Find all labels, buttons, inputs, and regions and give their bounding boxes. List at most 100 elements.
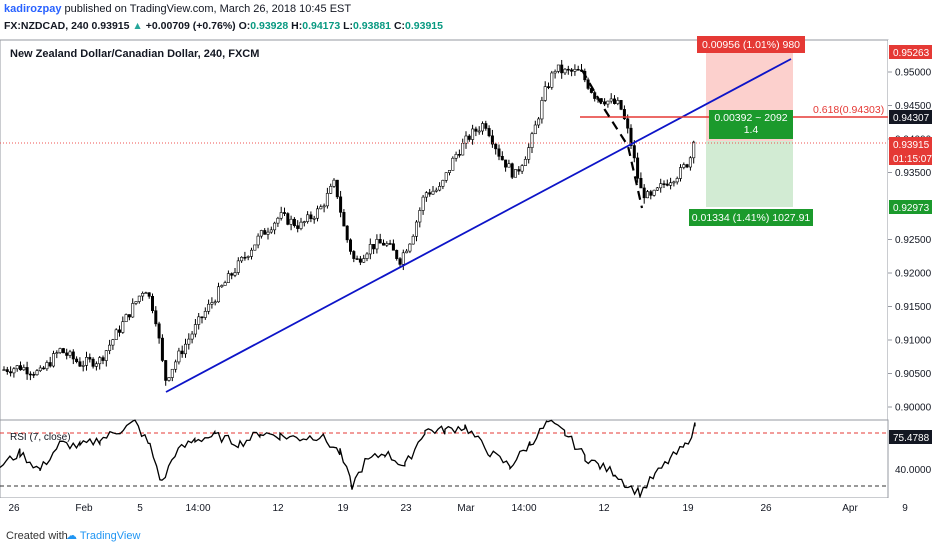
price-chart[interactable]: New Zealand Dollar/Canadian Dollar, 240,…	[0, 0, 932, 524]
candle-body	[230, 273, 234, 276]
candle-body	[302, 221, 306, 223]
candle-body	[490, 135, 494, 145]
candle-body	[411, 235, 415, 245]
candle-body	[137, 295, 141, 302]
candle-body	[322, 205, 326, 208]
candle-body	[619, 100, 623, 110]
candle-body	[388, 243, 392, 245]
candle-body	[25, 367, 29, 375]
open-label: O:	[238, 20, 251, 32]
candle-body	[573, 69, 577, 72]
time-axis[interactable]: 26 Feb 5 14:00 12 19 23 Mar 14:00 12 19 26 Apr 9	[0, 498, 932, 516]
tradingview-logo-icon[interactable]: ☁ TradingView	[66, 530, 141, 542]
candle-body	[609, 98, 613, 102]
last-price-label: 0.93915	[893, 140, 930, 151]
candle-body	[622, 109, 626, 120]
candle-body	[682, 164, 686, 168]
candle-body	[104, 350, 108, 361]
candle-body	[315, 208, 319, 219]
open-value: 0.93928	[250, 20, 289, 32]
candle-body	[612, 98, 616, 104]
candle-body	[61, 348, 65, 354]
candle-body	[553, 71, 557, 74]
candle-body	[68, 351, 72, 356]
candle-body	[259, 230, 263, 237]
candle-body	[398, 258, 402, 265]
candle-body	[309, 214, 313, 220]
candle-body	[352, 251, 356, 259]
rsi-label: RSI (7, close)	[10, 432, 71, 443]
candle-body	[494, 143, 498, 150]
candle-body	[339, 196, 343, 213]
x-tick-label: 14:00	[185, 503, 210, 514]
candle-body	[332, 179, 336, 187]
candle-body	[636, 157, 640, 179]
candle-body	[603, 101, 607, 105]
candle-body	[243, 256, 247, 259]
candle-body	[286, 213, 290, 225]
candle-body	[38, 367, 42, 371]
candle-body	[523, 159, 527, 166]
candle-body	[451, 157, 455, 171]
candle-body	[71, 351, 75, 360]
candle-body	[256, 235, 260, 246]
x-ticks: 26 Feb 5 14:00 12 19 23 Mar 14:00 12 19 26 Apr 9	[8, 503, 908, 514]
price-axis[interactable]: 0.950000.945000.940000.935000.925000.920…	[888, 40, 932, 420]
candle-body	[170, 368, 174, 378]
candle-body	[91, 358, 95, 367]
candle-body	[78, 361, 82, 367]
candle-body	[276, 217, 280, 224]
stop-tag: 0.92973	[889, 200, 932, 214]
candle-body	[312, 217, 316, 220]
candle-body	[457, 154, 461, 156]
candle-body	[299, 221, 303, 229]
candle-body	[513, 169, 517, 178]
candle-body	[134, 301, 138, 304]
candle-body	[88, 357, 92, 360]
candle-body	[306, 214, 310, 222]
candle-body	[329, 186, 333, 194]
rsi-pane[interactable]: RSI (7, close) 75.4788 40.0000	[0, 419, 932, 500]
candle-body	[147, 292, 151, 297]
rsi-value-bg	[889, 430, 932, 444]
author-link[interactable]: kadirozpay	[4, 3, 62, 15]
candle-body	[223, 282, 227, 286]
trendline[interactable]	[165, 58, 792, 393]
candle-body	[678, 167, 682, 179]
candle-body	[141, 293, 145, 297]
candle-body	[471, 128, 475, 140]
rsi-tick-label: 40.0000	[895, 465, 932, 476]
candle-body	[431, 190, 435, 195]
candle-body	[540, 100, 544, 120]
candle-body	[233, 272, 237, 276]
main-pane[interactable]: New Zealand Dollar/Canadian Dollar, 240,…	[0, 36, 889, 421]
x-tick-label: 5	[137, 503, 143, 514]
candle-body	[210, 302, 214, 305]
candle-body	[118, 329, 122, 333]
candle-body	[236, 260, 240, 273]
candle-body	[282, 212, 286, 214]
candle-body	[510, 163, 514, 178]
candle-body	[81, 365, 85, 367]
candle-body	[160, 337, 164, 361]
candle-body	[464, 135, 468, 144]
candle-body	[639, 177, 643, 189]
candle-body	[372, 244, 376, 250]
candle-body	[253, 244, 257, 251]
up-arrow-icon: ▲	[132, 20, 143, 32]
entry-label-box: 0.00392 ~ 2092 1.4	[709, 110, 793, 139]
candle-body	[45, 362, 49, 370]
candle-body	[665, 183, 669, 186]
entry-label-bg	[709, 110, 793, 139]
candle-body	[652, 189, 656, 196]
candle-body	[296, 225, 300, 229]
y-tick-label: 0.93500	[895, 168, 932, 179]
projection-path[interactable]	[581, 69, 644, 209]
candle-body	[645, 191, 649, 199]
candle-body	[279, 212, 283, 219]
candle-body	[28, 373, 32, 376]
candle-body	[35, 370, 39, 376]
candle-body	[269, 229, 273, 233]
candle-body	[164, 360, 168, 381]
candle-body	[672, 181, 676, 184]
